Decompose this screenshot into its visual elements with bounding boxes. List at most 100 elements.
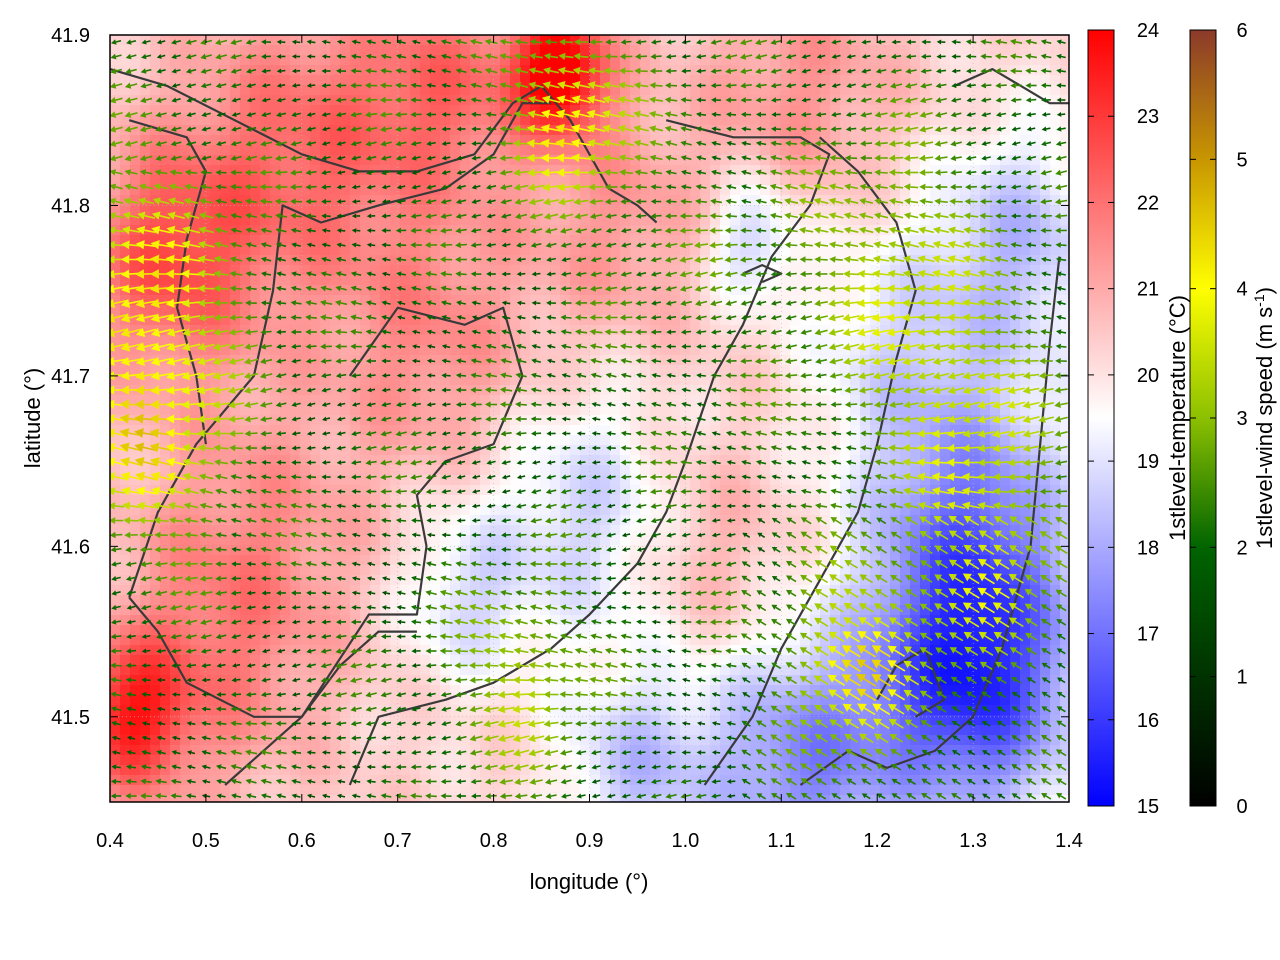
heatmap-cell [610, 195, 621, 206]
heatmap-cell [350, 75, 361, 86]
heatmap-cell [700, 435, 711, 446]
heatmap-cell [370, 705, 381, 716]
heatmap-cell [440, 495, 451, 506]
heatmap-cell [580, 715, 591, 726]
heatmap-cell [340, 155, 351, 166]
heatmap-cell [580, 65, 591, 76]
heatmap-cell [340, 755, 351, 766]
heatmap-cell [150, 735, 161, 746]
heatmap-cell [580, 165, 591, 176]
heatmap-cell [700, 765, 711, 776]
heatmap-cell [600, 795, 611, 802]
heatmap-cell [480, 115, 491, 126]
heatmap-cell [690, 385, 701, 396]
heatmap-cell [380, 175, 391, 186]
heatmap-cell [290, 185, 301, 196]
heatmap-cell [470, 155, 481, 166]
heatmap-cell [370, 185, 381, 196]
heatmap-cell [590, 785, 601, 796]
heatmap-cell [220, 515, 231, 526]
heatmap-cell [200, 215, 211, 226]
heatmap-cell [600, 645, 611, 656]
heatmap-cell [380, 345, 391, 356]
heatmap-cell [420, 505, 431, 516]
heatmap-cell [330, 165, 341, 176]
heatmap-cell [230, 425, 241, 436]
heatmap-cell [480, 505, 491, 516]
heatmap-cell [590, 55, 601, 66]
heatmap-cell [730, 255, 741, 266]
heatmap-cell [690, 195, 701, 206]
heatmap-cell [240, 125, 251, 136]
heatmap-cell [710, 295, 721, 306]
heatmap-cell [470, 555, 481, 566]
heatmap-cell [570, 405, 581, 416]
heatmap-cell [180, 115, 191, 126]
heatmap-cell [420, 165, 431, 176]
heatmap-cell [220, 145, 231, 156]
heatmap-cell [140, 265, 151, 276]
heatmap-cell [140, 475, 151, 486]
heatmap-cell [530, 745, 541, 756]
heatmap-cell [590, 125, 601, 136]
heatmap-cell [390, 285, 401, 296]
heatmap-cell [430, 235, 441, 246]
heatmap-cell [720, 705, 731, 716]
heatmap-cell [660, 785, 671, 796]
heatmap-cell [440, 75, 451, 86]
heatmap-cell [550, 235, 561, 246]
heatmap-cell [700, 365, 711, 376]
heatmap-cell [340, 345, 351, 356]
heatmap-cell [130, 625, 141, 636]
heatmap-cell [420, 355, 431, 366]
heatmap-cell [610, 145, 621, 156]
heatmap-cell [420, 185, 431, 196]
heatmap-cell [250, 215, 261, 226]
heatmap-cell [340, 595, 351, 606]
heatmap-cell [390, 115, 401, 126]
heatmap-cell [200, 535, 211, 546]
heatmap-cell [440, 685, 451, 696]
heatmap-cell [150, 45, 161, 56]
heatmap-cell [650, 105, 661, 116]
heatmap-cell [470, 395, 481, 406]
heatmap-cell [410, 145, 421, 156]
heatmap-cell [260, 175, 271, 186]
heatmap-cell [500, 525, 511, 536]
heatmap-cell [420, 795, 431, 802]
heatmap-cell [320, 735, 331, 746]
heatmap-cell [540, 605, 551, 616]
heatmap-cell [510, 785, 521, 796]
heatmap-cell [440, 505, 451, 516]
heatmap-cell [670, 205, 681, 216]
heatmap-cell [410, 495, 421, 506]
heatmap-cell [690, 555, 701, 566]
heatmap-cell [240, 315, 251, 326]
heatmap-cell [120, 345, 131, 356]
heatmap-cell [540, 215, 551, 226]
heatmap-cell [570, 275, 581, 286]
heatmap-cell [210, 95, 221, 106]
heatmap-cell [440, 115, 451, 126]
heatmap-cell [730, 795, 741, 802]
heatmap-cell [250, 315, 261, 326]
heatmap-cell [130, 315, 141, 326]
heatmap-cell [250, 525, 261, 536]
heatmap-cell [590, 635, 601, 646]
heatmap-cell [310, 785, 321, 796]
heatmap-cell [330, 265, 341, 276]
heatmap-cell [670, 35, 681, 46]
heatmap-cell [300, 785, 311, 796]
heatmap-cell [720, 665, 731, 676]
heatmap-cell [270, 145, 281, 156]
heatmap-cell [610, 275, 621, 286]
heatmap-cell [430, 355, 441, 366]
heatmap-cell [170, 625, 181, 636]
heatmap-cell [470, 665, 481, 676]
heatmap-cell [600, 535, 611, 546]
heatmap-cell [580, 145, 591, 156]
heatmap-cell [620, 605, 631, 616]
heatmap-cell [440, 535, 451, 546]
heatmap-cell [220, 695, 231, 706]
heatmap-cell [630, 645, 641, 656]
